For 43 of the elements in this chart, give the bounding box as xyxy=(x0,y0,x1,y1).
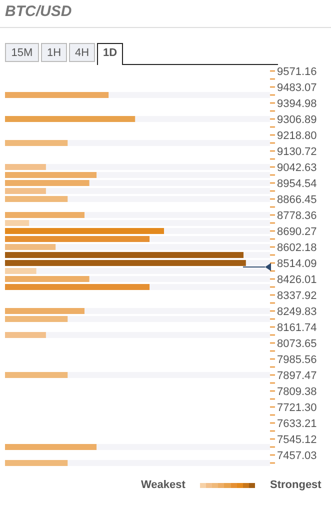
bar xyxy=(5,164,46,170)
y-tick-label: 7809.38 xyxy=(277,386,317,398)
y-tick-label: 9483.07 xyxy=(277,82,317,94)
y-tick-label: 9130.72 xyxy=(277,146,317,158)
y-tick-label: 7721.30 xyxy=(277,402,317,414)
y-tick-label: 8426.01 xyxy=(277,274,317,286)
bar xyxy=(5,316,68,322)
y-tick-label: 8073.65 xyxy=(277,338,317,350)
bar xyxy=(5,244,56,250)
y-tick-label: 9218.80 xyxy=(277,130,317,142)
bar xyxy=(5,140,68,146)
bar xyxy=(5,196,68,202)
y-tick-label: 9042.63 xyxy=(277,162,317,174)
y-tick-label: 7545.12 xyxy=(277,434,317,446)
text: 4H xyxy=(69,43,95,62)
y-tick-label: 8249.83 xyxy=(277,306,317,318)
y-tick-label: 7633.21 xyxy=(277,418,317,430)
y-tick-label: 8337.92 xyxy=(277,290,317,302)
bar xyxy=(5,460,68,466)
y-tick-label: 9306.89 xyxy=(277,114,317,126)
y-tick-label: 7897.47 xyxy=(277,370,317,382)
y-tick-label: 7985.56 xyxy=(277,354,317,366)
text: Strongest xyxy=(270,479,322,491)
y-tick-label: 8161.74 xyxy=(277,322,317,334)
y-tick-label: 9394.98 xyxy=(277,98,317,110)
y-tick-label: 8954.54 xyxy=(277,178,317,190)
bar xyxy=(5,268,36,274)
text: Weakest xyxy=(141,479,186,491)
chart-title: BTC/USD xyxy=(5,3,72,20)
bar xyxy=(5,332,46,338)
text: 1H xyxy=(41,43,67,62)
text: 1D xyxy=(97,43,123,65)
bar xyxy=(5,188,46,194)
y-tick-label: 8866.45 xyxy=(277,194,317,206)
y-tick-label: 8690.27 xyxy=(277,226,317,238)
bar xyxy=(5,220,30,226)
text: 15M xyxy=(5,43,39,62)
y-tick-label: 7457.03 xyxy=(277,450,317,462)
y-tick-label: 9571.16 xyxy=(277,66,317,78)
y-tick-label: 8514.09 xyxy=(277,258,317,270)
bar xyxy=(5,372,68,378)
y-tick-label: 8778.36 xyxy=(277,210,317,222)
y-tick-label: 8602.18 xyxy=(277,242,317,254)
